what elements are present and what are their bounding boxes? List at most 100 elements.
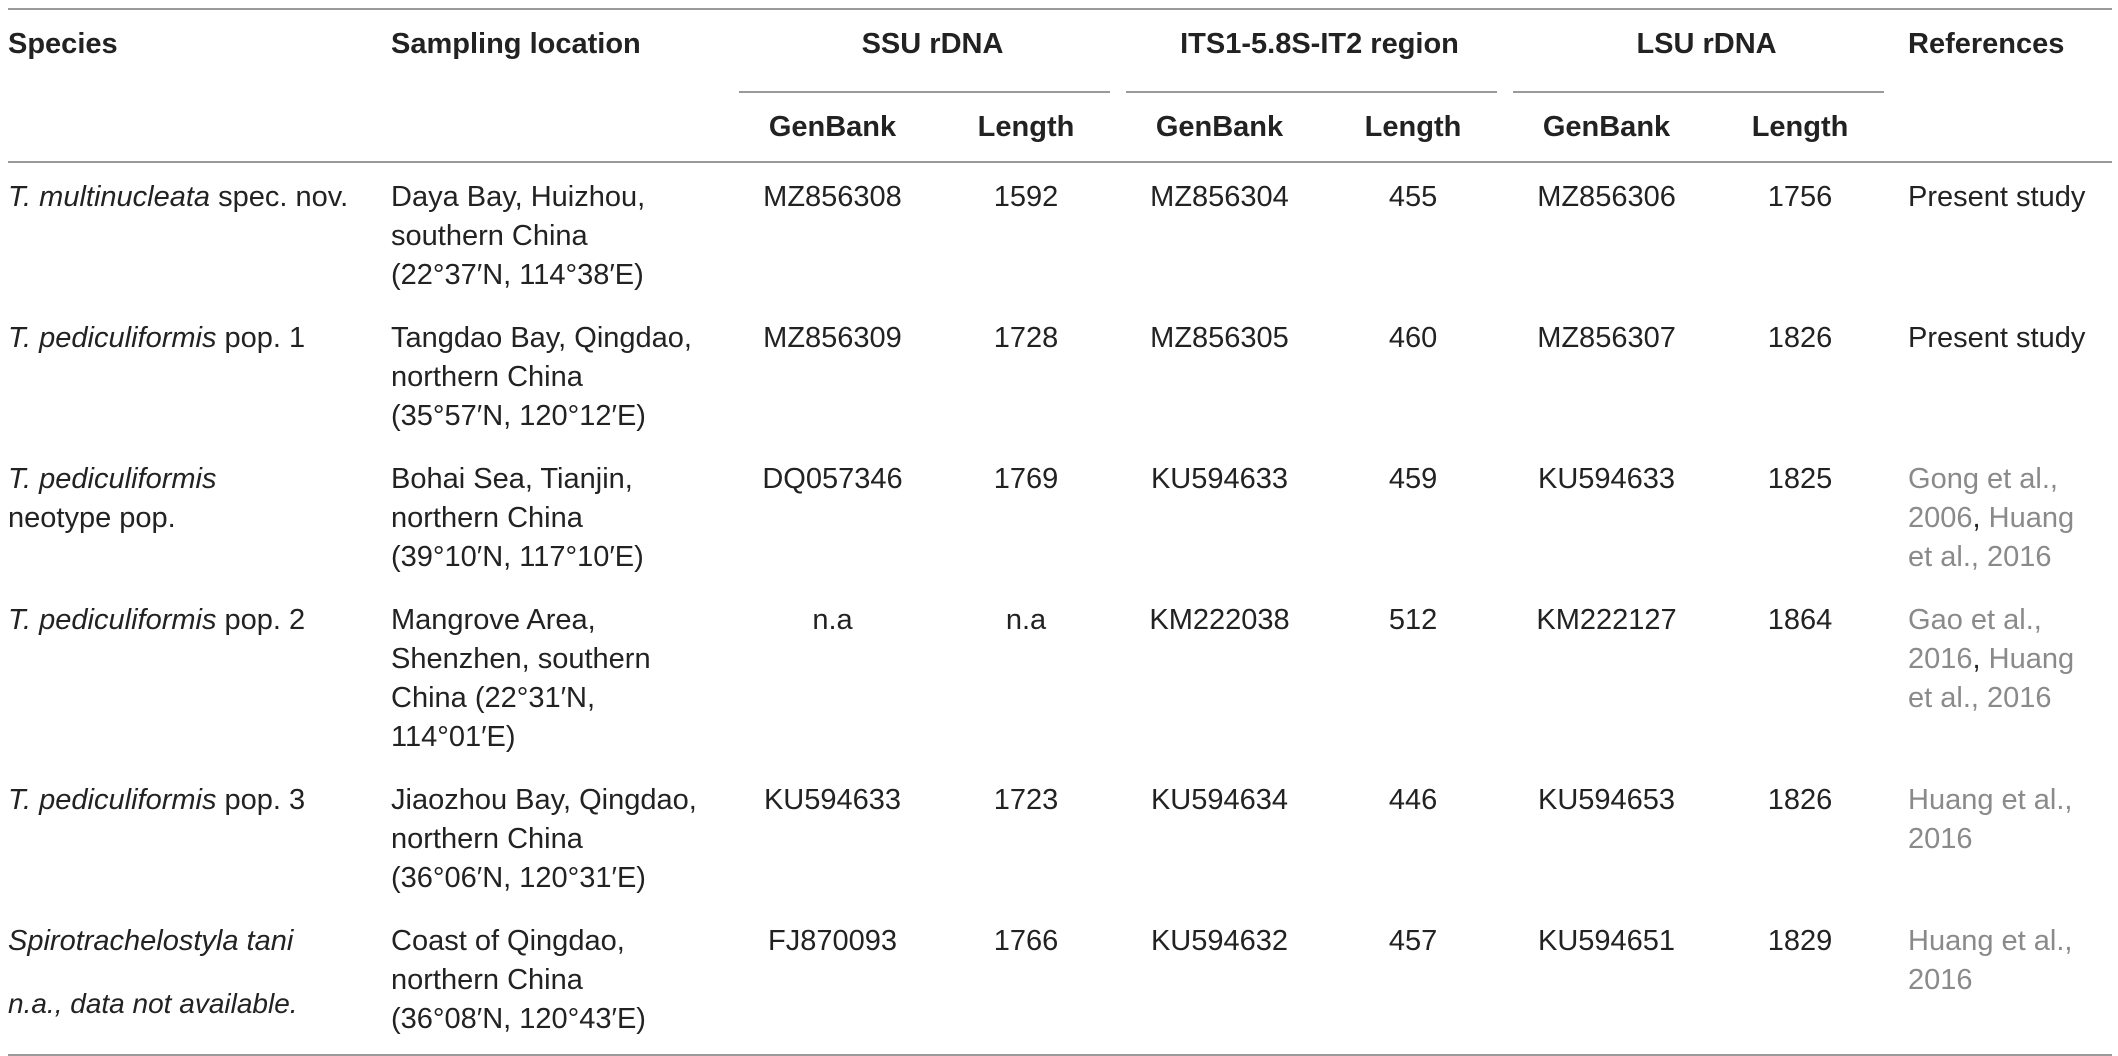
header-ssu-genbank: GenBank bbox=[739, 93, 926, 163]
table-row: T. pediculiformis neotype pop. Bohai Sea… bbox=[8, 445, 2112, 586]
location-line: southern China bbox=[391, 220, 588, 252]
reference-cell: Huang et al., 2016 bbox=[1900, 907, 2113, 1056]
lsu-length-cell: 1756 bbox=[1767, 181, 1833, 213]
reference-line: Huang et al., bbox=[1908, 781, 2104, 820]
reference-link[interactable]: 2006 bbox=[1908, 502, 1973, 534]
location-line: northern China bbox=[391, 361, 583, 393]
its-length-cell: 459 bbox=[1388, 463, 1438, 495]
header-its-region: ITS1-5.8S-IT2 region bbox=[1126, 8, 1514, 93]
its-genbank-cell: KU594634 bbox=[1150, 784, 1289, 816]
table-row: T. pediculiformis pop. 2 Mangrove Area, … bbox=[8, 586, 2112, 766]
reference-link[interactable]: Huang et al., bbox=[1908, 925, 2073, 957]
document-page: Species Sampling location SSU rDNA ITS1-… bbox=[8, 8, 2113, 1056]
sequence-data-table: Species Sampling location SSU rDNA ITS1-… bbox=[8, 8, 2113, 1056]
table-row: T. multinucleata spec. nov. Daya Bay, Hu… bbox=[8, 162, 2112, 304]
reference-link[interactable]: Huang et al., bbox=[1908, 784, 2073, 816]
location-line: (35°57′N, 120°12′E) bbox=[391, 400, 646, 432]
reference-line: 2016 bbox=[1908, 820, 2104, 859]
its-group-underline bbox=[1126, 91, 1498, 93]
header-sampling-location: Sampling location bbox=[383, 8, 739, 93]
its-genbank-cell: KU594632 bbox=[1126, 907, 1313, 1056]
reference-cell: Present study bbox=[1908, 181, 2086, 213]
species-name-suffix: pop. 3 bbox=[216, 784, 306, 816]
its-genbank-cell: KU594633 bbox=[1150, 463, 1289, 495]
location-cell: Tangdao Bay, Qingdao, northern China (35… bbox=[383, 304, 739, 445]
lsu-genbank-cell: MZ856307 bbox=[1537, 322, 1676, 354]
reference-separator: , bbox=[1972, 643, 1989, 675]
reference-link[interactable]: et al., 2016 bbox=[1908, 541, 2052, 573]
lsu-length-cell: 1829 bbox=[1700, 907, 1901, 1056]
species-name-suffix: neotype pop. bbox=[8, 502, 176, 534]
species-name-italic: T. pediculiformis bbox=[8, 784, 217, 816]
species-name-italic: T. multinucleata bbox=[8, 181, 211, 213]
location-line: Jiaozhou Bay, Qingdao, bbox=[391, 784, 697, 816]
lsu-genbank-cell: MZ856306 bbox=[1537, 181, 1676, 213]
lsu-genbank-cell: KM222127 bbox=[1536, 604, 1677, 636]
ssu-genbank-cell: DQ057346 bbox=[762, 463, 903, 495]
header-spacer bbox=[8, 93, 383, 163]
header-lsu-label: LSU rDNA bbox=[1636, 28, 1777, 60]
table-row: T. pediculiformis pop. 3 Jiaozhou Bay, Q… bbox=[8, 766, 2112, 907]
species-cell: T. pediculiformis neotype pop. bbox=[8, 445, 383, 586]
location-line: (36°08′N, 120°43′E) bbox=[391, 1003, 646, 1035]
table-row: Spirotrachelostyla tani Coast of Qingdao… bbox=[8, 907, 2113, 1056]
location-line: northern China bbox=[391, 502, 583, 534]
reference-link[interactable]: 2016 bbox=[1908, 823, 1973, 855]
ssu-length-cell: 1766 bbox=[926, 907, 1126, 1056]
header-its-genbank: GenBank bbox=[1126, 93, 1313, 163]
ssu-genbank-cell: MZ856308 bbox=[763, 181, 902, 213]
reference-link[interactable]: et al., 2016 bbox=[1908, 682, 2052, 714]
reference-cell: Gao et al., 2016, Huang et al., 2016 bbox=[1900, 586, 2112, 766]
its-genbank-cell: MZ856305 bbox=[1150, 322, 1289, 354]
species-cell: Spirotrachelostyla tani bbox=[8, 907, 383, 1056]
table-footnote: n.a., data not available. bbox=[8, 988, 298, 1019]
header-lsu-rdna: LSU rDNA bbox=[1513, 8, 1901, 93]
species-name-italic: Spirotrachelostyla tani bbox=[8, 925, 294, 957]
species-name-italic: T. pediculiformis bbox=[8, 463, 217, 495]
its-length-cell: 457 bbox=[1313, 907, 1514, 1056]
its-length-cell: 512 bbox=[1388, 604, 1438, 636]
reference-link[interactable]: Huang bbox=[1988, 502, 2075, 534]
ssu-genbank-cell: n.a bbox=[812, 604, 853, 636]
species-name-italic: T. pediculiformis bbox=[8, 604, 217, 636]
location-line: China (22°31′N, bbox=[391, 682, 596, 714]
ssu-length-cell: 1592 bbox=[993, 181, 1059, 213]
reference-link[interactable]: 2016 bbox=[1908, 964, 1973, 996]
location-line: Shenzhen, southern bbox=[391, 643, 651, 675]
lsu-length-cell: 1825 bbox=[1767, 463, 1833, 495]
location-cell: Coast of Qingdao, northern China (36°08′… bbox=[383, 907, 739, 1056]
reference-line: Huang et al., bbox=[1908, 922, 2104, 961]
location-line: (39°10′N, 117°10′E) bbox=[391, 541, 644, 573]
header-ssu-length: Length bbox=[926, 93, 1126, 163]
ssu-genbank-cell: MZ856309 bbox=[763, 322, 902, 354]
its-length-cell: 455 bbox=[1388, 181, 1438, 213]
ssu-genbank-cell: KU594633 bbox=[763, 784, 902, 816]
location-cell: Bohai Sea, Tianjin, northern China (39°1… bbox=[383, 445, 739, 586]
reference-line: et al., 2016 bbox=[1908, 679, 2104, 718]
lsu-genbank-cell: KU594653 bbox=[1537, 784, 1676, 816]
header-its-label: ITS1-5.8S-IT2 region bbox=[1180, 28, 1459, 60]
location-line: 114°01′E) bbox=[391, 721, 516, 753]
ssu-group-underline bbox=[739, 91, 1110, 93]
header-ssu-label: SSU rDNA bbox=[861, 28, 1004, 60]
reference-link[interactable]: 2016 bbox=[1908, 643, 1973, 675]
lsu-length-cell: 1864 bbox=[1767, 604, 1833, 636]
reference-link[interactable]: Huang bbox=[1988, 643, 2075, 675]
species-name-suffix: pop. 1 bbox=[216, 322, 306, 354]
reference-separator: , bbox=[1972, 502, 1989, 534]
ssu-genbank-cell: FJ870093 bbox=[739, 907, 926, 1056]
species-name-suffix: pop. 2 bbox=[216, 604, 306, 636]
reference-line: 2006, Huang bbox=[1908, 499, 2104, 538]
reference-link[interactable]: Gong et al., bbox=[1908, 463, 2058, 495]
its-length-cell: 460 bbox=[1388, 322, 1438, 354]
species-cell: T. pediculiformis pop. 3 bbox=[8, 766, 383, 907]
location-line: northern China bbox=[391, 823, 583, 855]
ssu-length-cell: 1728 bbox=[993, 322, 1059, 354]
reference-link[interactable]: Gao et al., bbox=[1908, 604, 2042, 636]
species-cell: T. pediculiformis pop. 2 bbox=[8, 586, 383, 766]
species-cell: T. pediculiformis pop. 1 bbox=[8, 304, 383, 445]
header-spacer bbox=[1900, 93, 2113, 163]
reference-cell: Present study bbox=[1908, 322, 2086, 354]
header-lsu-length: Length bbox=[1700, 93, 1901, 163]
location-line: Daya Bay, Huizhou, bbox=[391, 181, 646, 213]
